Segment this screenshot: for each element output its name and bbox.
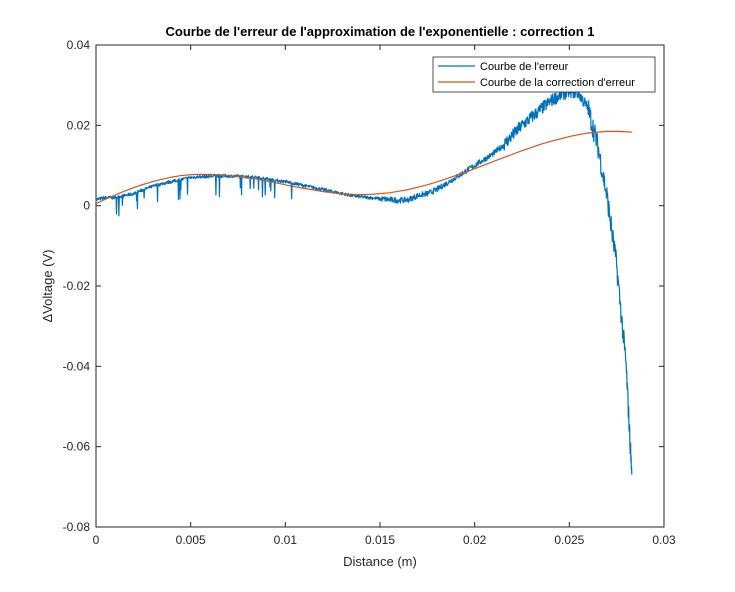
y-tick-label: 0 <box>83 199 90 213</box>
x-axis-label: Distance (m) <box>343 554 417 569</box>
axes-box <box>95 44 665 528</box>
series-layer <box>95 85 633 475</box>
ticks-layer: 0 0.005 0.01 0.015 0.02 0.025 0.03 -0.08 -0.06 -0… <box>63 38 676 547</box>
x-tick-label: 0 <box>93 533 100 547</box>
x-tick-label: 0.03 <box>652 533 676 547</box>
y-tick-label: 0.04 <box>67 38 91 52</box>
legend-label-error: Courbe de l'erreur <box>480 61 569 73</box>
y-axis-label: ΔVoltage (V) <box>40 250 55 323</box>
y-tick-label: 0.02 <box>67 118 91 132</box>
x-tick-label: 0.015 <box>365 533 395 547</box>
y-tick-label: -0.02 <box>63 279 91 293</box>
series-line-error <box>95 85 633 475</box>
x-tick-label: 0.01 <box>274 533 298 547</box>
x-tick-label: 0.005 <box>176 533 206 547</box>
legend: Courbe de l'erreur Courbe de la correcti… <box>432 56 656 93</box>
y-tick-label: -0.08 <box>63 520 91 534</box>
chart-title: Courbe de l'erreur de l'approximation de… <box>166 24 595 39</box>
x-tick-label: 0.02 <box>463 533 487 547</box>
legend-label-correction: Courbe de la correction d'erreur <box>480 77 635 89</box>
plot-area: 0 0.005 0.01 0.015 0.02 0.025 0.03 -0.08 -0.06 -0… <box>63 38 676 547</box>
y-tick-label: -0.04 <box>63 359 91 373</box>
y-tick-label: -0.06 <box>63 440 91 454</box>
x-tick-label: 0.025 <box>554 533 584 547</box>
legend-box <box>432 56 656 93</box>
series-line-correction <box>95 130 632 205</box>
